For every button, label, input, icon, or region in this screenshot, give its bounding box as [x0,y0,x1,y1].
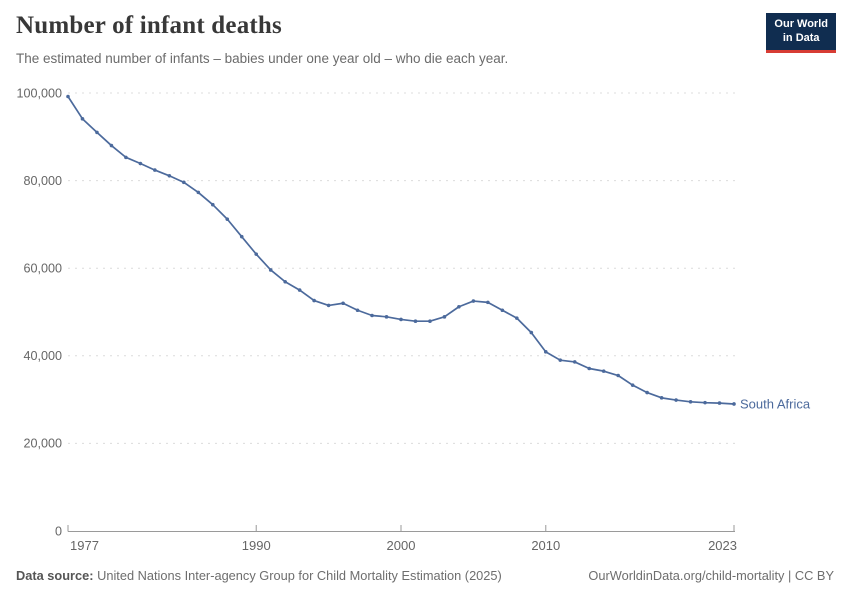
data-point[interactable] [630,383,635,387]
data-point[interactable] [254,252,259,256]
data-point[interactable] [326,303,331,308]
data-point[interactable] [413,319,418,323]
owid-logo[interactable]: Our World in Data [766,13,836,53]
data-point[interactable] [529,330,534,335]
x-axis-tick-label: 2000 [387,538,416,553]
data-point[interactable] [80,117,85,121]
y-axis-tick-label: 0 [55,524,62,538]
x-axis-tick-label: 2010 [531,538,560,553]
data-source: Data source: United Nations Inter-agency… [16,568,502,583]
data-point[interactable] [515,316,519,320]
data-point[interactable] [616,373,620,378]
data-point[interactable] [109,143,114,148]
chart-footer: Data source: United Nations Inter-agency… [16,568,834,583]
data-point[interactable] [659,396,664,400]
data-point[interactable] [312,298,316,303]
y-axis-tick-label: 100,000 [16,86,62,100]
y-axis-tick-label: 40,000 [23,349,62,363]
y-axis-tick-label: 60,000 [23,262,62,276]
data-point[interactable] [558,358,563,362]
data-point[interactable] [442,315,447,319]
y-axis-tick-label: 20,000 [23,437,62,451]
data-point[interactable] [124,155,128,160]
data-point[interactable] [283,279,287,284]
y-axis-tick-label: 80,000 [23,174,62,188]
x-axis-tick-label: 2023 [708,538,737,553]
page-title: Number of infant deaths [16,12,282,39]
data-point[interactable] [732,402,736,406]
data-source-text: United Nations Inter-agency Group for Ch… [97,568,502,583]
data-point[interactable] [457,304,461,309]
data-point[interactable] [674,398,678,402]
data-point[interactable] [153,168,157,172]
data-point[interactable] [500,308,505,313]
data-point[interactable] [355,308,360,313]
data-point[interactable] [182,180,186,185]
data-point[interactable] [239,234,244,239]
data-point[interactable] [225,217,230,221]
data-point[interactable] [66,94,70,99]
data-point[interactable] [297,288,302,292]
data-point[interactable] [268,268,273,272]
data-point[interactable] [471,299,476,303]
chart-subtitle: The estimated number of infants – babies… [16,51,509,66]
data-point[interactable] [196,190,201,195]
data-point[interactable] [717,401,722,405]
logo-line-2: in Data [782,32,820,45]
data-point[interactable] [210,202,215,207]
series-line-south-africa[interactable] [67,95,735,405]
data-point[interactable] [703,400,707,405]
data-point[interactable] [543,350,548,354]
data-point[interactable] [95,130,99,135]
data-point[interactable] [428,319,432,323]
data-point[interactable] [167,173,172,178]
x-axis-tick-label: 1990 [242,538,271,553]
x-axis-tick-label: 1977 [70,538,99,553]
data-point[interactable] [587,366,592,371]
data-point[interactable] [688,399,693,404]
data-point[interactable] [486,300,490,305]
data-point[interactable] [341,301,345,306]
series-label-south-africa[interactable]: South Africa [740,396,811,411]
data-point[interactable] [370,313,374,318]
data-point[interactable] [601,369,606,373]
logo-line-1: Our World [774,18,828,30]
data-point[interactable] [572,360,577,364]
data-point[interactable] [645,390,649,395]
data-point[interactable] [384,315,389,319]
data-point[interactable] [138,161,143,166]
footer-license-link[interactable]: OurWorldinData.org/child-mortality | CC … [588,568,834,583]
data-source-label: Data source: [16,568,94,583]
data-point[interactable] [399,317,403,322]
